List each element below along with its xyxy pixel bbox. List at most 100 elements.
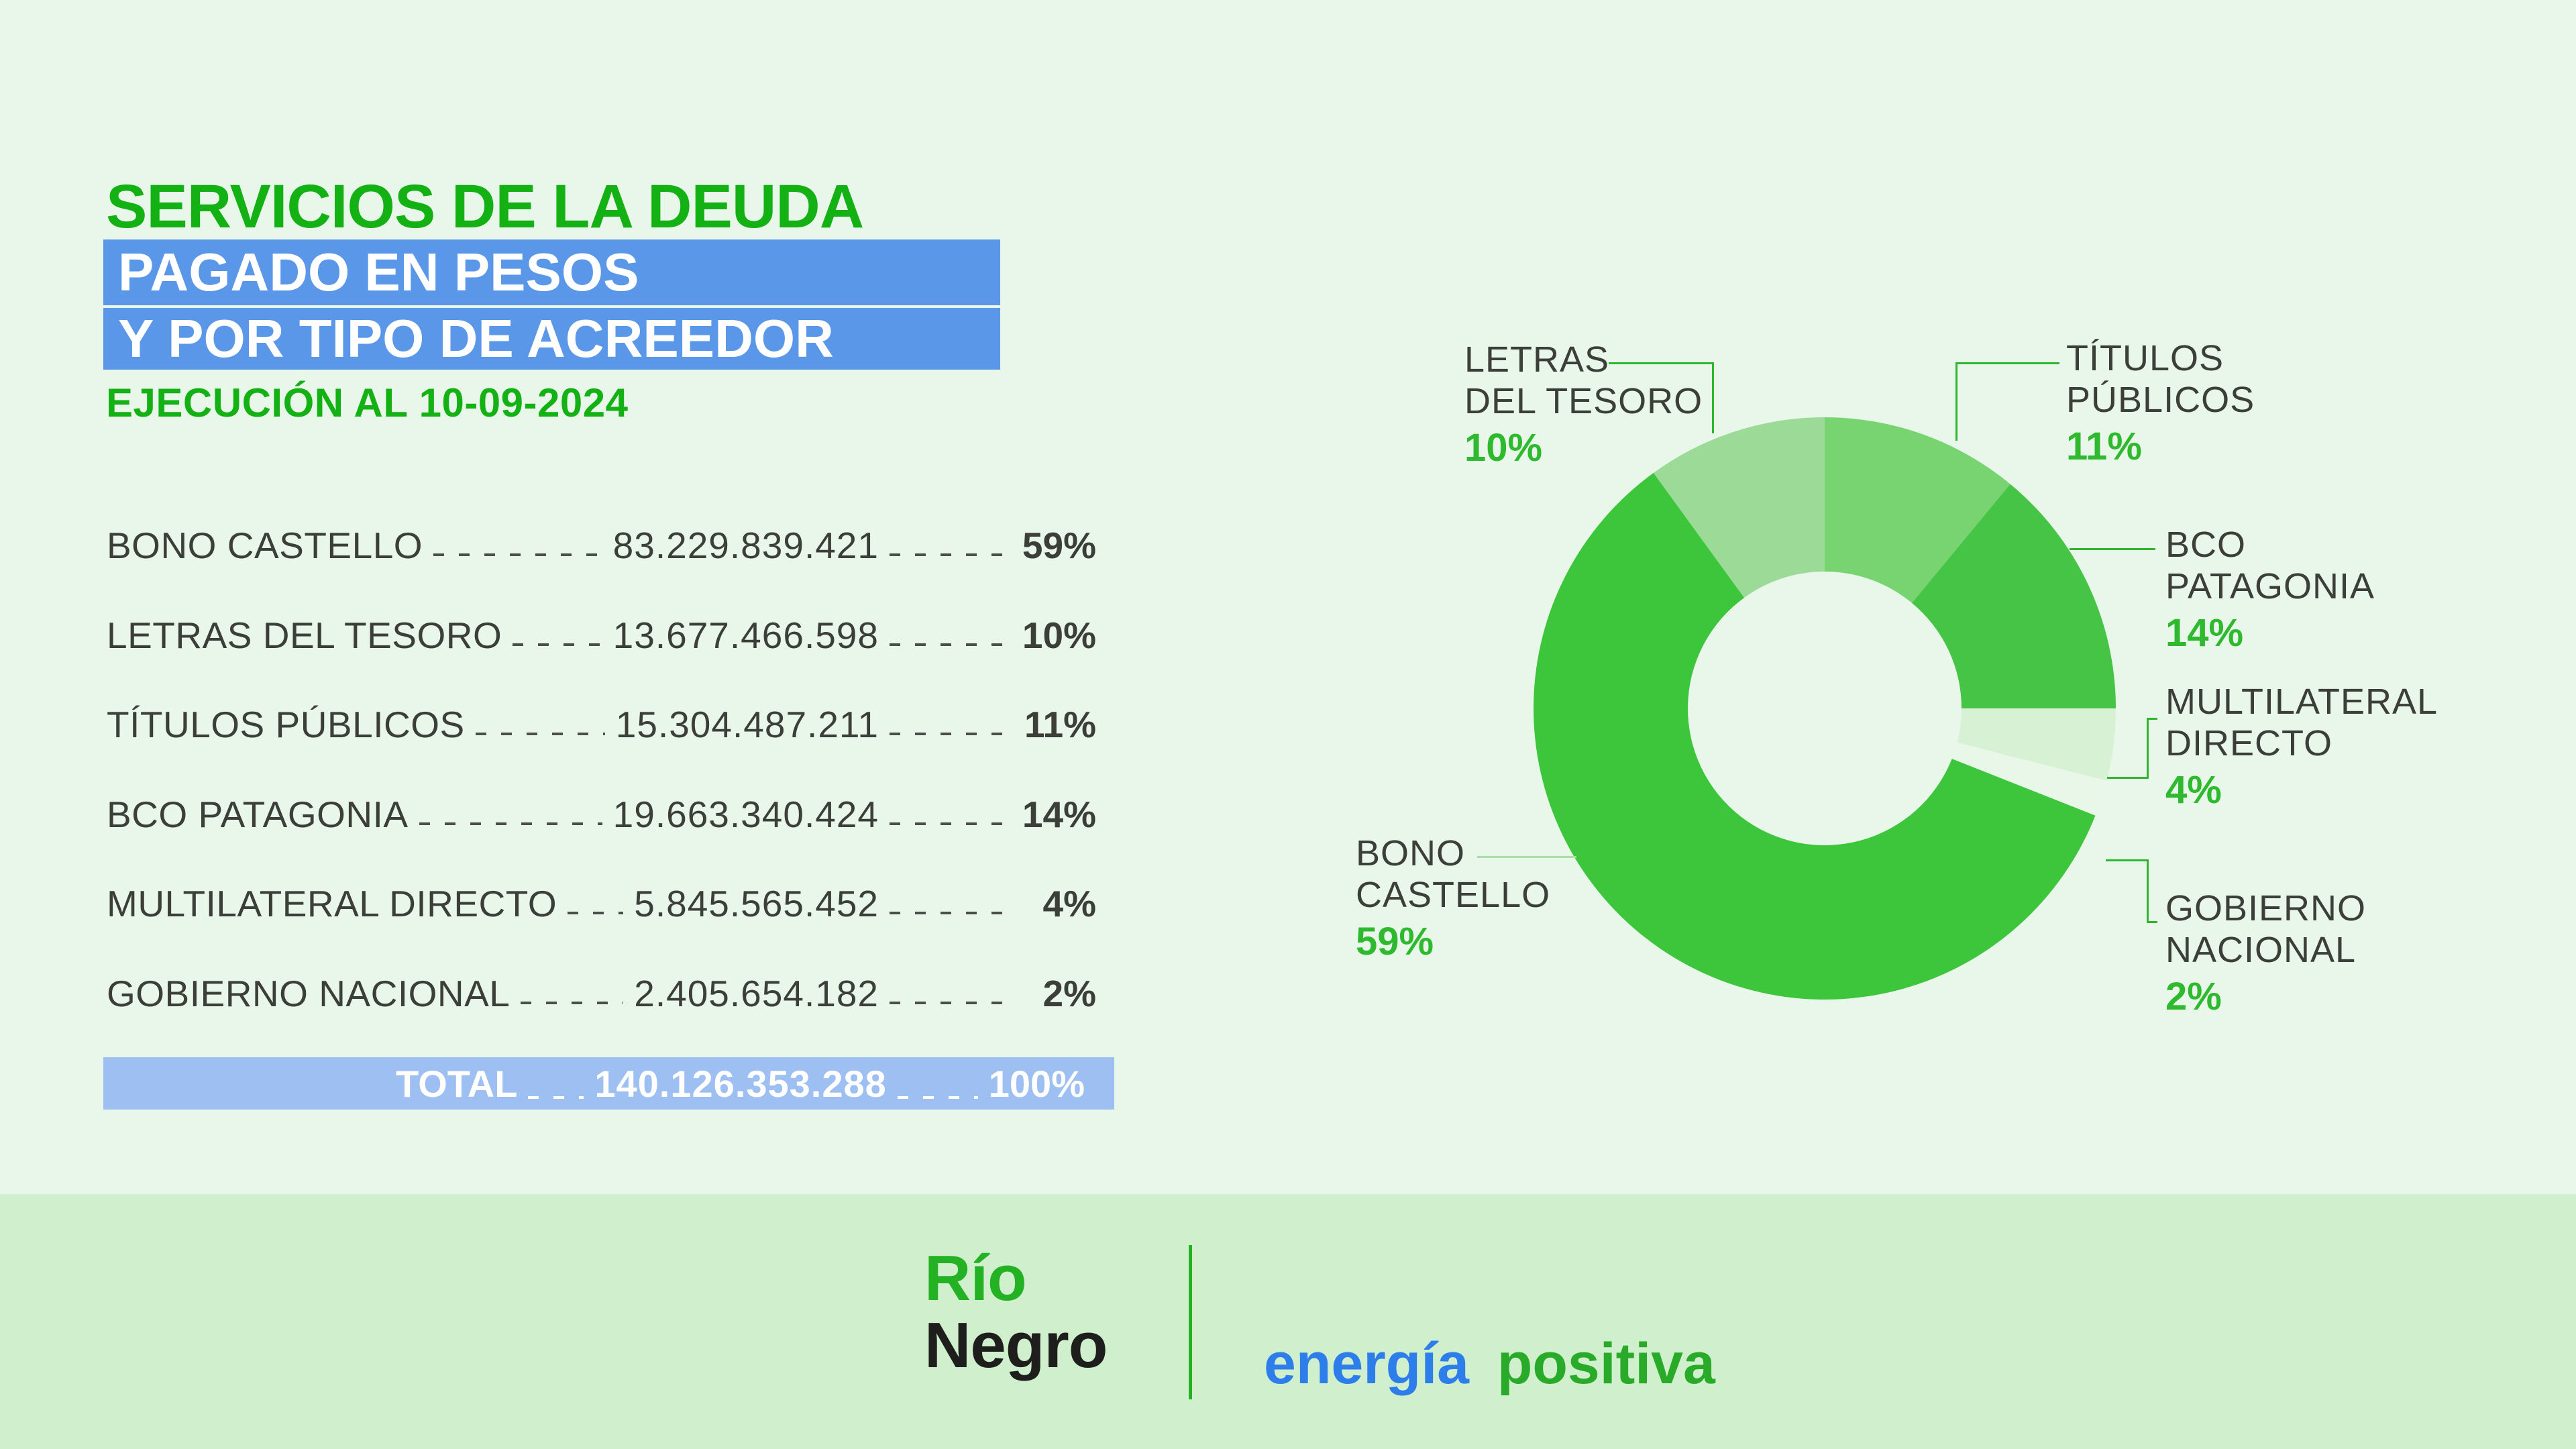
slice-callout-multilateral: MULTILATERAL DIRECTO 4% bbox=[2165, 681, 2438, 811]
slice-callout-letras: LETRAS DEL TESORO 10% bbox=[1464, 339, 1703, 469]
callout-percent: 11% bbox=[2066, 425, 2142, 468]
dotted-leader bbox=[521, 1002, 624, 1004]
slice-callout-titulos: TÍTULOS PÚBLICOS 11% bbox=[2066, 337, 2255, 468]
callout-percent: 59% bbox=[1356, 920, 1434, 963]
row-percent: 11% bbox=[1024, 704, 1096, 745]
row-label: GOBIERNO NACIONAL bbox=[107, 973, 511, 1014]
page-title: SERVICIOS DE LA DEUDA bbox=[106, 172, 864, 241]
table-row: GOBIERNO NACIONAL 2.405.654.182 2% bbox=[107, 973, 1096, 1014]
callout-line: DEL TESORO bbox=[1464, 381, 1703, 421]
slice-callout-bco: BCO PATAGONIA 14% bbox=[2165, 524, 2375, 654]
leader-line-multilateral bbox=[2147, 718, 2157, 720]
table-row: BONO CASTELLO 83.229.839.421 59% bbox=[107, 525, 1096, 566]
leader-line-gobierno bbox=[2147, 859, 2149, 923]
leader-line-multilateral bbox=[2107, 777, 2149, 779]
title-highlight-bar-2: Y POR TIPO DE ACREEDOR bbox=[103, 308, 1000, 370]
callout-percent: 14% bbox=[2165, 611, 2244, 655]
logo-word-rio: Río bbox=[924, 1242, 1027, 1314]
donut-slice-letras-del-tesoro bbox=[1653, 417, 1825, 598]
footer-band bbox=[0, 1194, 2576, 1449]
leader-line-gobierno bbox=[2147, 921, 2157, 923]
title-highlight-text-2: Y POR TIPO DE ACREEDOR bbox=[118, 309, 834, 368]
callout-line: TÍTULOS bbox=[2066, 338, 2224, 378]
tagline: energía positiva bbox=[1264, 1331, 1715, 1397]
row-label: BONO CASTELLO bbox=[107, 525, 423, 566]
dotted-leader bbox=[419, 822, 602, 825]
row-label: LETRAS DEL TESORO bbox=[107, 614, 502, 656]
callout-percent: 4% bbox=[2165, 768, 2222, 812]
callout-line: BONO bbox=[1356, 833, 1466, 873]
row-percent: 10% bbox=[1022, 614, 1096, 656]
row-amount: 15.304.487.211 bbox=[615, 704, 879, 745]
dotted-leader bbox=[890, 822, 1010, 825]
dotted-leader bbox=[897, 1096, 978, 1099]
row-label: MULTILATERAL DIRECTO bbox=[107, 883, 557, 924]
donut-slice-multilateral-directo bbox=[1957, 708, 2116, 781]
callout-percent: 10% bbox=[1464, 426, 1543, 470]
callout-line: PATAGONIA bbox=[2165, 566, 2375, 606]
tagline-word-positiva: positiva bbox=[1497, 1332, 1715, 1396]
table-total-bar: TOTAL 140.126.353.288 100% bbox=[103, 1057, 1114, 1110]
dotted-leader bbox=[890, 643, 1010, 646]
row-amount: 5.845.565.452 bbox=[634, 883, 879, 924]
row-amount: 13.677.466.598 bbox=[612, 614, 879, 656]
title-highlight-text-1: PAGADO EN PESOS bbox=[118, 242, 639, 302]
dotted-leader bbox=[513, 643, 602, 646]
callout-percent: 2% bbox=[2165, 975, 2222, 1018]
callout-line: LETRAS bbox=[1464, 339, 1610, 380]
execution-date-subtitle: EJECUCIÓN AL 10-09-2024 bbox=[106, 380, 629, 425]
leader-line-letras bbox=[1609, 362, 1714, 364]
row-label: BCO PATAGONIA bbox=[107, 794, 409, 835]
callout-line: MULTILATERAL bbox=[2165, 682, 2438, 722]
row-amount: 2.405.654.182 bbox=[634, 973, 879, 1014]
leader-line-bono bbox=[1477, 856, 1576, 858]
row-percent: 59% bbox=[1022, 525, 1096, 566]
table-row: LETRAS DEL TESORO 13.677.466.598 10% bbox=[107, 614, 1096, 656]
dotted-leader bbox=[433, 553, 602, 556]
leader-line-titulos bbox=[1955, 362, 2059, 364]
row-amount: 19.663.340.424 bbox=[612, 794, 879, 835]
dotted-leader bbox=[890, 1002, 1010, 1004]
dotted-leader bbox=[890, 553, 1010, 556]
donut-slice-gobierno-nacional bbox=[1951, 742, 2107, 816]
row-percent: 2% bbox=[1042, 973, 1097, 1014]
table-row: BCO PATAGONIA 19.663.340.424 14% bbox=[107, 794, 1096, 835]
dotted-leader bbox=[528, 1096, 584, 1099]
leader-line-letras bbox=[1712, 362, 1714, 433]
callout-line: DIRECTO bbox=[2165, 723, 2333, 763]
dotted-leader bbox=[890, 912, 1010, 914]
title-highlight-bar-1: PAGADO EN PESOS bbox=[103, 239, 1000, 305]
row-amount: 83.229.839.421 bbox=[612, 525, 879, 566]
dotted-leader bbox=[475, 733, 605, 735]
total-label: TOTAL bbox=[396, 1062, 518, 1105]
leader-line-titulos bbox=[1955, 362, 1957, 441]
slice-callout-gobierno: GOBIERNO NACIONAL 2% bbox=[2165, 888, 2366, 1018]
slice-callout-bono: BONO CASTELLO 59% bbox=[1356, 833, 1550, 963]
donut-slice-bco-patagonia bbox=[1912, 484, 2116, 708]
row-label: TÍTULOS PÚBLICOS bbox=[107, 704, 465, 745]
row-percent: 14% bbox=[1022, 794, 1096, 835]
donut-slice-bono-castello bbox=[1534, 472, 2096, 1000]
dotted-leader bbox=[568, 912, 624, 914]
leader-line-multilateral bbox=[2147, 718, 2149, 779]
table-row: TÍTULOS PÚBLICOS 15.304.487.211 11% bbox=[107, 704, 1096, 745]
rio-negro-logo: Río Negro bbox=[924, 1242, 1108, 1381]
total-amount: 140.126.353.288 bbox=[594, 1062, 887, 1105]
callout-line: PÚBLICOS bbox=[2066, 380, 2255, 420]
total-percent: 100% bbox=[988, 1062, 1085, 1105]
leader-line-gobierno bbox=[2106, 859, 2149, 861]
donut-chart bbox=[1534, 417, 2116, 1000]
dotted-leader bbox=[890, 733, 1010, 735]
donut-slice-t-tulos-p-blicos bbox=[1825, 417, 2010, 603]
row-percent: 4% bbox=[1042, 883, 1097, 924]
leader-line-bco bbox=[2070, 548, 2155, 550]
table-row: MULTILATERAL DIRECTO 5.845.565.452 4% bbox=[107, 883, 1096, 924]
callout-line: CASTELLO bbox=[1356, 875, 1551, 915]
callout-line: BCO bbox=[2165, 525, 2247, 565]
logo-word-negro: Negro bbox=[924, 1309, 1108, 1381]
tagline-word-energia: energía bbox=[1264, 1332, 1469, 1396]
callout-line: GOBIERNO bbox=[2165, 888, 2367, 928]
logo-divider-line bbox=[1189, 1245, 1192, 1399]
callout-line: NACIONAL bbox=[2165, 930, 2357, 970]
